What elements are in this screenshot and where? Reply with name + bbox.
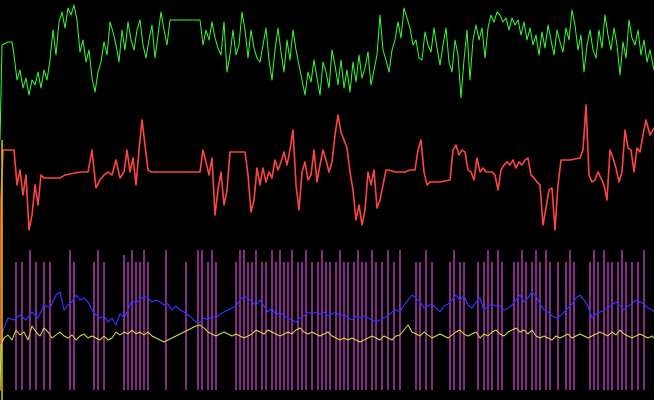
- series-line-2: [0, 291, 654, 391]
- spike-series: [15, 250, 645, 390]
- line-series-group: [0, 4, 654, 391]
- series-line-3: [0, 324, 654, 391]
- series-line-0: [0, 4, 654, 141]
- series-line-1: [0, 104, 654, 391]
